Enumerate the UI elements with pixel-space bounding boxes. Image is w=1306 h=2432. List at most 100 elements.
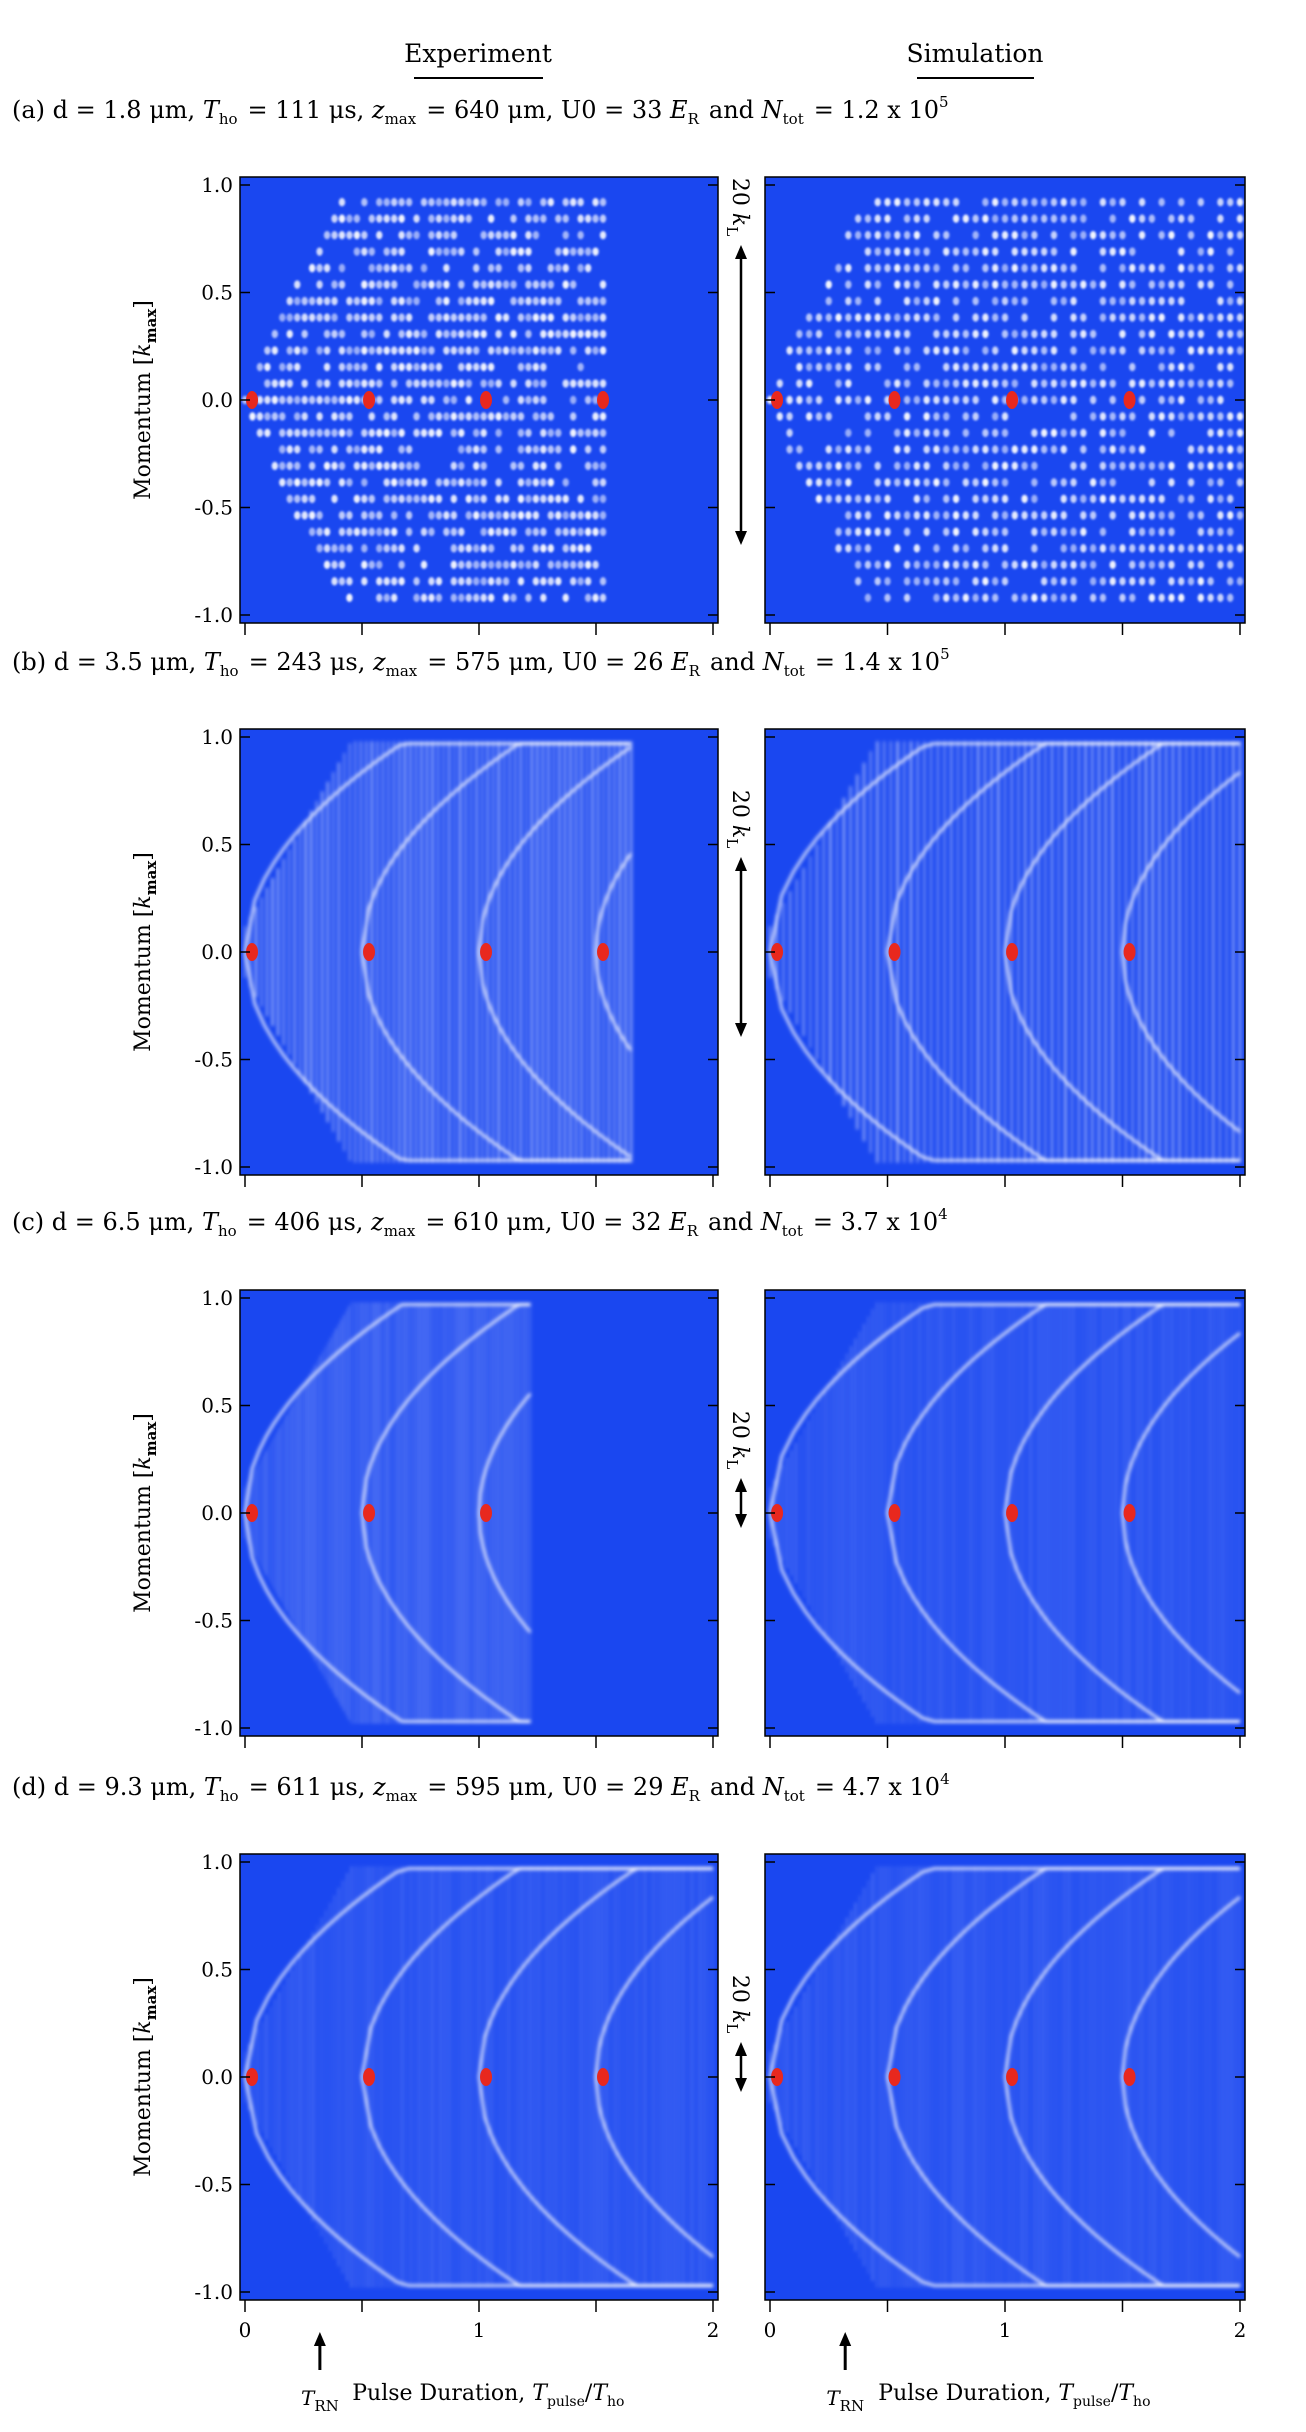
simulation-heatmap	[764, 728, 1246, 1187]
heatmap-texture	[766, 198, 1244, 602]
y-axis-label: Momentum [kmax]	[131, 300, 160, 500]
revival-peak	[246, 943, 259, 961]
x-tick-label: 0	[239, 2318, 252, 2342]
y-tick-label: -0.5	[194, 2173, 233, 2197]
simulation-heatmap	[764, 1289, 1246, 1748]
revival-peak	[888, 391, 901, 409]
revival-peak	[363, 391, 376, 409]
revival-peak	[480, 943, 493, 961]
revival-peak	[246, 1504, 259, 1522]
scale-bar: 20 kL	[723, 1411, 752, 1528]
x-tick-label: 1	[999, 2318, 1012, 2342]
heatmap-texture	[768, 1302, 1241, 1724]
revival-peak	[363, 1504, 376, 1522]
revival-peak	[1123, 391, 1136, 409]
experiment-heatmap: 1.0 0.5 0.0 -0.5 -1.0	[194, 1286, 719, 1748]
heatmap-texture	[768, 741, 1242, 1163]
y-tick-label: 1.0	[201, 173, 233, 197]
y-tick-label: -1.0	[194, 603, 233, 627]
y-tick-label: 1.0	[201, 725, 233, 749]
y-axis-label: Momentum [kmax]	[131, 1413, 160, 1613]
revival-peak	[1123, 1504, 1136, 1522]
heatmap-texture	[243, 741, 633, 1163]
y-tick-label: 0.5	[201, 1958, 233, 1982]
heatmap-texture	[768, 1866, 1241, 2288]
revival-peak	[888, 1504, 901, 1522]
revival-peak	[888, 943, 901, 961]
x-axis-label: Pulse Duration, Tpulse/Tho	[878, 2381, 1150, 2410]
revival-peak	[1006, 943, 1019, 961]
y-tick-label: 1.0	[201, 1850, 233, 1874]
scale-bar-label: 20 kL	[723, 1975, 752, 2033]
column-title-simulation: Simulation	[906, 39, 1043, 68]
experiment-heatmap: 1.0 0.5 0.0 -0.5 -1.00 1 2 TRN Pulse Duration, T…	[194, 1850, 719, 2415]
revival-peak	[246, 2068, 259, 2086]
column-title-experiment: Experiment	[404, 39, 552, 68]
revival-peak	[771, 391, 784, 409]
y-axis-label: Momentum [kmax]	[131, 1977, 160, 2177]
panel-caption: (b) d = 3.5 μm, Tho = 243 μs, zmax = 575…	[12, 645, 950, 680]
y-tick-label: 0.5	[201, 281, 233, 305]
y-axis-label: Momentum [kmax]	[131, 852, 160, 1052]
marker-label: TRN	[301, 2386, 339, 2415]
scale-bar-label: 20 kL	[723, 1411, 752, 1469]
revival-peak	[888, 2068, 901, 2086]
y-tick-label: -1.0	[194, 1716, 233, 1740]
marker-arrowhead	[313, 2332, 326, 2346]
experiment-heatmap: 1.0 0.5 0.0 -0.5 -1.0	[194, 725, 719, 1187]
x-tick-label: 1	[473, 2318, 486, 2342]
experiment-heatmap: 1.0 0.5 0.0 -0.5 -1.0	[194, 173, 719, 635]
y-tick-label: 0.0	[201, 2065, 233, 2089]
revival-peak	[363, 2068, 376, 2086]
revival-peak	[1006, 2068, 1019, 2086]
revival-peak	[1006, 1504, 1019, 1522]
panel-caption: (d) d = 9.3 μm, Tho = 611 μs, zmax = 595…	[12, 1770, 950, 1805]
panel-d: (d) d = 9.3 μm, Tho = 611 μs, zmax = 595…	[12, 1770, 1246, 2415]
revival-peak	[480, 1504, 493, 1522]
revival-peak	[1006, 391, 1019, 409]
y-tick-label: -1.0	[194, 1155, 233, 1179]
y-tick-label: 1.0	[201, 1286, 233, 1310]
panel-caption: (a) d = 1.8 μm, Tho = 111 μs, zmax = 640…	[12, 93, 949, 128]
revival-peak	[771, 943, 784, 961]
revival-peak	[1123, 943, 1136, 961]
y-tick-label: -0.5	[194, 496, 233, 520]
y-tick-label: -0.5	[194, 1609, 233, 1633]
revival-peak	[771, 2068, 784, 2086]
revival-peak	[1123, 2068, 1136, 2086]
panel-b: (b) d = 3.5 μm, Tho = 243 μs, zmax = 575…	[12, 645, 1246, 1187]
revival-peak	[246, 391, 259, 409]
revival-peak	[480, 2068, 493, 2086]
revival-peak	[597, 943, 610, 961]
panel-c: (c) d = 6.5 μm, Tho = 406 μs, zmax = 610…	[12, 1205, 1246, 1748]
heatmap-texture	[243, 1302, 532, 1724]
y-tick-label: 0.0	[201, 940, 233, 964]
y-tick-label: 0.0	[201, 388, 233, 412]
marker-arrowhead	[839, 2332, 852, 2346]
simulation-heatmap	[764, 176, 1246, 635]
scale-bar-label: 20 kL	[723, 790, 752, 848]
scale-bar: 20 kL	[723, 1975, 752, 2092]
x-tick-label: 0	[764, 2318, 777, 2342]
revival-peak	[363, 943, 376, 961]
x-axis-label: Pulse Duration, Tpulse/Tho	[352, 2381, 624, 2410]
revival-peak	[597, 2068, 610, 2086]
y-tick-label: -0.5	[194, 1048, 233, 1072]
marker-label: TRN	[826, 2386, 864, 2415]
revival-peak	[597, 391, 610, 409]
y-tick-label: -1.0	[194, 2280, 233, 2304]
x-tick-label: 2	[1234, 2318, 1247, 2342]
panel-caption: (c) d = 6.5 μm, Tho = 406 μs, zmax = 610…	[12, 1205, 948, 1240]
simulation-heatmap: 0 1 2 TRN Pulse Duration, Tpulse/Tho	[764, 1853, 1247, 2415]
x-tick-label: 2	[707, 2318, 720, 2342]
heatmap-texture	[241, 198, 607, 602]
revival-peak	[480, 391, 493, 409]
y-tick-label: 0.5	[201, 1394, 233, 1418]
scale-bar: 20 kL	[723, 790, 752, 1037]
panel-a: (a) d = 1.8 μm, Tho = 111 μs, zmax = 640…	[12, 93, 1246, 635]
scale-bar: 20 kL	[723, 178, 752, 545]
scale-bar-label: 20 kL	[723, 178, 752, 236]
y-tick-label: 0.0	[201, 1501, 233, 1525]
revival-peak	[771, 1504, 784, 1522]
